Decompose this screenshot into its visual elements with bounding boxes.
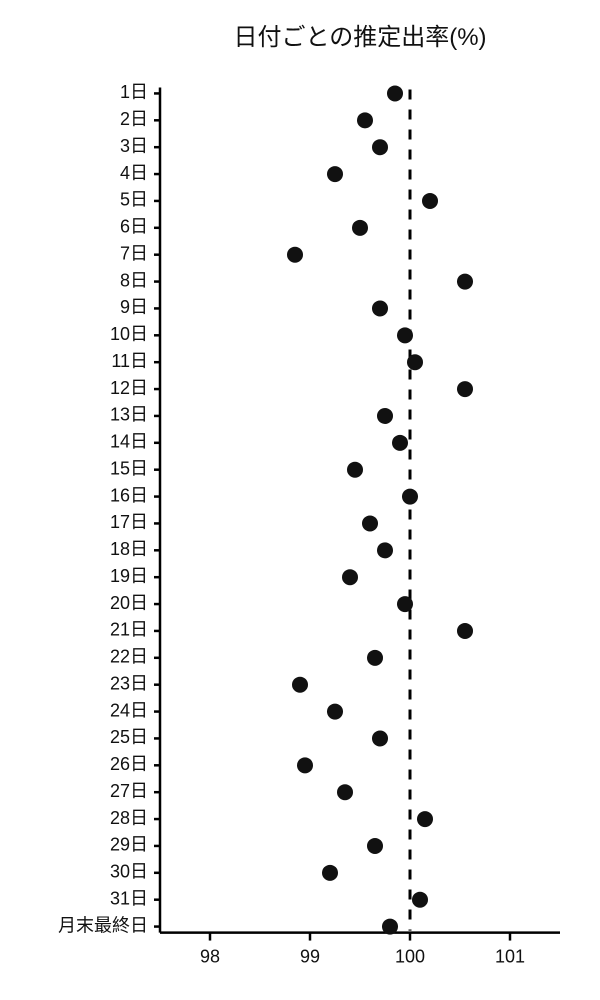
data-point — [292, 677, 308, 693]
y-tick-label: 29日 — [110, 835, 148, 855]
data-point — [297, 757, 313, 773]
data-point — [377, 542, 393, 558]
y-tick-label: 8日 — [120, 270, 148, 290]
y-tick-label: 7日 — [120, 243, 148, 263]
data-point — [342, 569, 358, 585]
y-tick-label: 31日 — [110, 888, 148, 908]
x-tick-label: 99 — [300, 947, 320, 967]
y-tick-label: 25日 — [110, 727, 148, 747]
data-point — [327, 704, 343, 720]
y-tick-label: 9日 — [120, 297, 148, 317]
y-tick-label: 18日 — [110, 539, 148, 559]
data-point — [357, 112, 373, 128]
y-tick-label: 2日 — [120, 109, 148, 129]
data-point — [392, 435, 408, 451]
data-point — [367, 838, 383, 854]
chart-title: 日付ごとの推定出率(%) — [233, 24, 486, 51]
data-point — [422, 193, 438, 209]
y-tick-label: 12日 — [110, 378, 148, 398]
data-point — [367, 650, 383, 666]
x-tick-label: 101 — [495, 947, 525, 967]
y-tick-label: 10日 — [110, 324, 148, 344]
data-point — [352, 220, 368, 236]
data-point — [372, 300, 388, 316]
y-tick-label: 3日 — [120, 136, 148, 156]
data-point — [397, 596, 413, 612]
y-tick-label: 19日 — [110, 566, 148, 586]
scatter-chart: 日付ごとの推定出率(%) 1日 2日 3日 4日 5日 6日 7日 8日 9日 10日 11日 12日 1… — [0, 0, 600, 1000]
data-point — [337, 784, 353, 800]
y-tick-label: 26日 — [110, 754, 148, 774]
y-tick-label: 21日 — [110, 620, 148, 640]
data-point — [387, 85, 403, 101]
y-tick-label: 28日 — [110, 808, 148, 828]
data-point — [287, 247, 303, 263]
y-tick-label: 30日 — [110, 862, 148, 882]
data-point — [372, 139, 388, 155]
data-point — [372, 730, 388, 746]
data-point — [407, 354, 423, 370]
y-tick-label: 16日 — [110, 485, 148, 505]
data-point — [417, 811, 433, 827]
y-tick-label: 1日 — [120, 82, 148, 102]
y-tick-label: 5日 — [120, 190, 148, 210]
x-tick-label: 100 — [395, 947, 425, 967]
y-tick-label: 13日 — [110, 405, 148, 425]
y-tick-label: 24日 — [110, 700, 148, 720]
data-point — [457, 623, 473, 639]
y-tick-label: 6日 — [120, 217, 148, 237]
data-point — [322, 865, 338, 881]
chart-container: 日付ごとの推定出率(%) 1日 2日 3日 4日 5日 6日 7日 8日 9日 10日 11日 12日 1… — [0, 0, 600, 1000]
y-tick-label: 11日 — [111, 351, 148, 371]
data-point — [377, 408, 393, 424]
y-tick-label: 27日 — [110, 781, 148, 801]
data-point — [327, 166, 343, 182]
y-tick-label: 23日 — [110, 673, 148, 693]
data-point — [412, 892, 428, 908]
y-tick-label: 4日 — [120, 163, 148, 183]
y-tick-label: 20日 — [110, 593, 148, 613]
data-point — [347, 462, 363, 478]
y-tick-label: 月末最終日 — [58, 915, 148, 935]
data-point — [457, 381, 473, 397]
y-tick-label: 15日 — [110, 458, 148, 478]
data-point — [362, 515, 378, 531]
y-tick-label: 17日 — [110, 512, 148, 532]
data-point — [382, 919, 398, 935]
data-point — [397, 327, 413, 343]
x-tick-label: 98 — [200, 947, 220, 967]
data-point — [457, 274, 473, 290]
y-tick-label: 14日 — [110, 432, 148, 452]
y-tick-label: 22日 — [110, 647, 148, 667]
data-point — [402, 489, 418, 505]
